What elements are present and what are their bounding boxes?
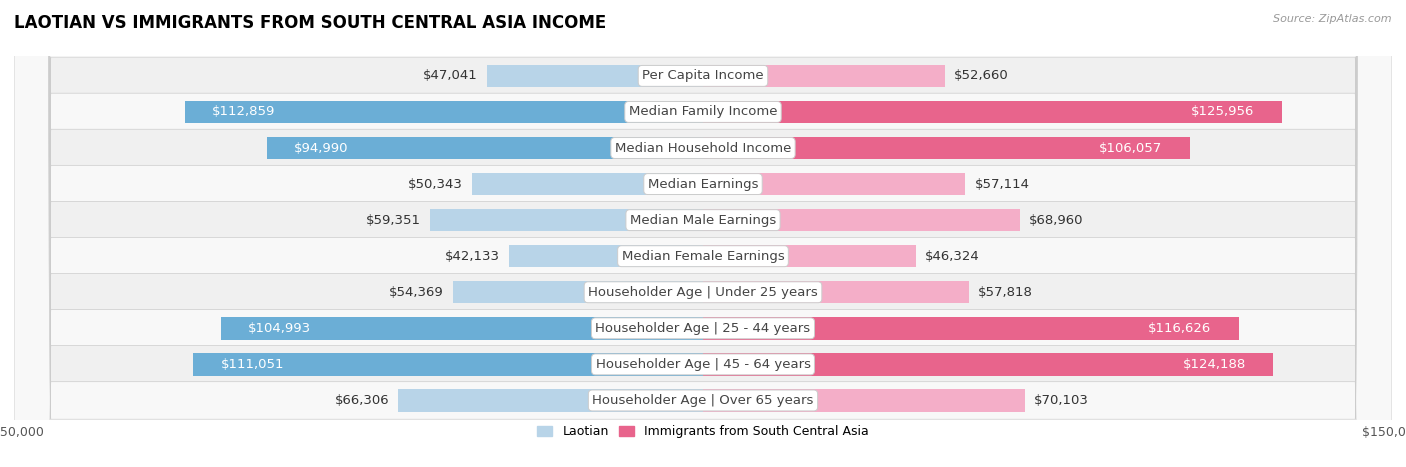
Text: $57,818: $57,818 (977, 286, 1032, 299)
Bar (703, 281, 969, 304)
Text: $66,306: $66,306 (335, 394, 389, 407)
Bar (184, 101, 703, 123)
Text: $94,990: $94,990 (294, 142, 349, 155)
FancyBboxPatch shape (14, 0, 1392, 467)
Text: Per Capita Income: Per Capita Income (643, 70, 763, 82)
Text: $50,343: $50,343 (408, 177, 463, 191)
FancyBboxPatch shape (14, 0, 1392, 467)
Text: $104,993: $104,993 (249, 322, 312, 335)
Bar (703, 137, 1189, 159)
Text: $70,103: $70,103 (1035, 394, 1090, 407)
Text: $57,114: $57,114 (974, 177, 1029, 191)
Bar (472, 173, 703, 195)
Bar (703, 173, 966, 195)
Text: $112,859: $112,859 (212, 106, 276, 119)
Bar (703, 389, 1025, 411)
Text: Median Male Earnings: Median Male Earnings (630, 213, 776, 226)
FancyBboxPatch shape (14, 0, 1392, 467)
Text: Source: ZipAtlas.com: Source: ZipAtlas.com (1274, 14, 1392, 24)
Text: Median Earnings: Median Earnings (648, 177, 758, 191)
FancyBboxPatch shape (14, 0, 1392, 467)
FancyBboxPatch shape (14, 0, 1392, 467)
Text: Median Family Income: Median Family Income (628, 106, 778, 119)
Bar (267, 137, 703, 159)
Text: $111,051: $111,051 (221, 358, 284, 371)
Text: Householder Age | 45 - 64 years: Householder Age | 45 - 64 years (596, 358, 810, 371)
Text: $47,041: $47,041 (423, 70, 478, 82)
Text: LAOTIAN VS IMMIGRANTS FROM SOUTH CENTRAL ASIA INCOME: LAOTIAN VS IMMIGRANTS FROM SOUTH CENTRAL… (14, 14, 606, 32)
Bar (430, 209, 703, 231)
Text: $125,956: $125,956 (1191, 106, 1254, 119)
Text: $68,960: $68,960 (1029, 213, 1084, 226)
Bar (453, 281, 703, 304)
Text: $54,369: $54,369 (389, 286, 444, 299)
FancyBboxPatch shape (14, 0, 1392, 467)
Bar (703, 209, 1019, 231)
Bar (193, 353, 703, 375)
Text: $42,133: $42,133 (446, 250, 501, 263)
FancyBboxPatch shape (14, 0, 1392, 467)
Bar (703, 65, 945, 87)
Bar (221, 317, 703, 340)
Bar (703, 245, 915, 268)
Bar (509, 245, 703, 268)
Legend: Laotian, Immigrants from South Central Asia: Laotian, Immigrants from South Central A… (533, 420, 873, 443)
Text: $124,188: $124,188 (1182, 358, 1246, 371)
Text: $46,324: $46,324 (925, 250, 980, 263)
Bar (486, 65, 703, 87)
Text: Householder Age | Under 25 years: Householder Age | Under 25 years (588, 286, 818, 299)
FancyBboxPatch shape (14, 0, 1392, 467)
FancyBboxPatch shape (14, 0, 1392, 467)
Text: $116,626: $116,626 (1147, 322, 1211, 335)
Text: Median Female Earnings: Median Female Earnings (621, 250, 785, 263)
Bar (398, 389, 703, 411)
Text: $59,351: $59,351 (366, 213, 422, 226)
Text: Median Household Income: Median Household Income (614, 142, 792, 155)
Bar (703, 317, 1239, 340)
Bar (703, 353, 1274, 375)
Text: $106,057: $106,057 (1099, 142, 1163, 155)
Text: $52,660: $52,660 (955, 70, 1008, 82)
FancyBboxPatch shape (14, 0, 1392, 467)
Text: Householder Age | 25 - 44 years: Householder Age | 25 - 44 years (595, 322, 811, 335)
Text: Householder Age | Over 65 years: Householder Age | Over 65 years (592, 394, 814, 407)
Bar (703, 101, 1281, 123)
